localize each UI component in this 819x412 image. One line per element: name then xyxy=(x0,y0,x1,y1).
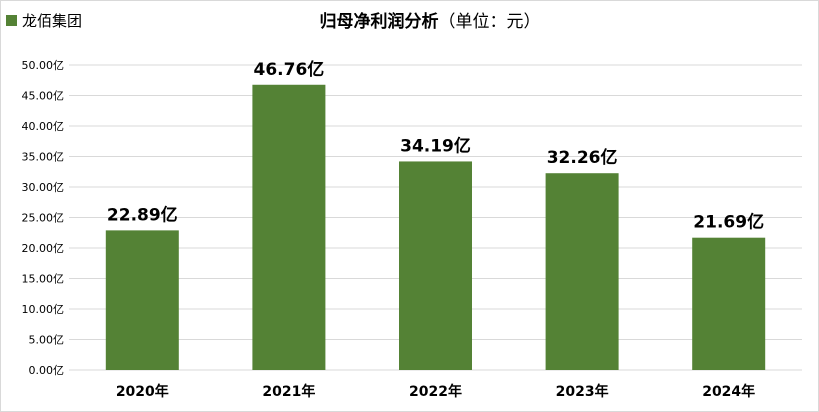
x-category-label: 2022年 xyxy=(409,383,462,400)
x-category-label: 2020年 xyxy=(116,383,169,400)
x-category-label: 2024年 xyxy=(702,383,755,400)
y-tick-label: 35.00亿 xyxy=(22,151,65,164)
x-category-label: 2023年 xyxy=(556,383,609,400)
y-tick-label: 40.00亿 xyxy=(22,120,65,133)
bar xyxy=(252,84,326,370)
bar xyxy=(545,173,619,370)
bar xyxy=(692,237,766,370)
chart-title-main: 归母净利润分析 xyxy=(319,12,439,32)
y-tick-label: 25.00亿 xyxy=(22,212,65,225)
legend-label: 龙佰集团 xyxy=(22,11,83,30)
data-label: 32.26亿 xyxy=(547,147,618,168)
y-tick-label: 0.00亿 xyxy=(29,364,65,377)
y-tick-label: 5.00亿 xyxy=(29,334,65,347)
y-tick-label: 30.00亿 xyxy=(22,181,65,194)
legend-swatch xyxy=(6,14,17,26)
x-category-label: 2021年 xyxy=(262,383,315,400)
data-label: 22.89亿 xyxy=(107,204,178,225)
legend: 龙佰集团 xyxy=(6,9,82,31)
data-label: 34.19亿 xyxy=(400,135,471,156)
chart-title-unit: （单位：元） xyxy=(438,12,541,32)
bar xyxy=(399,161,472,370)
bar xyxy=(105,230,179,370)
chart-title: 归母净利润分析（单位：元） xyxy=(250,7,610,32)
y-tick-label: 45.00亿 xyxy=(22,90,65,103)
data-label: 46.76亿 xyxy=(254,59,325,80)
y-tick-label: 20.00亿 xyxy=(22,242,65,255)
y-tick-label: 15.00亿 xyxy=(22,273,65,286)
y-tick-label: 50.00亿 xyxy=(22,59,65,72)
data-label: 21.69亿 xyxy=(693,212,764,233)
y-tick-label: 10.00亿 xyxy=(22,303,65,316)
